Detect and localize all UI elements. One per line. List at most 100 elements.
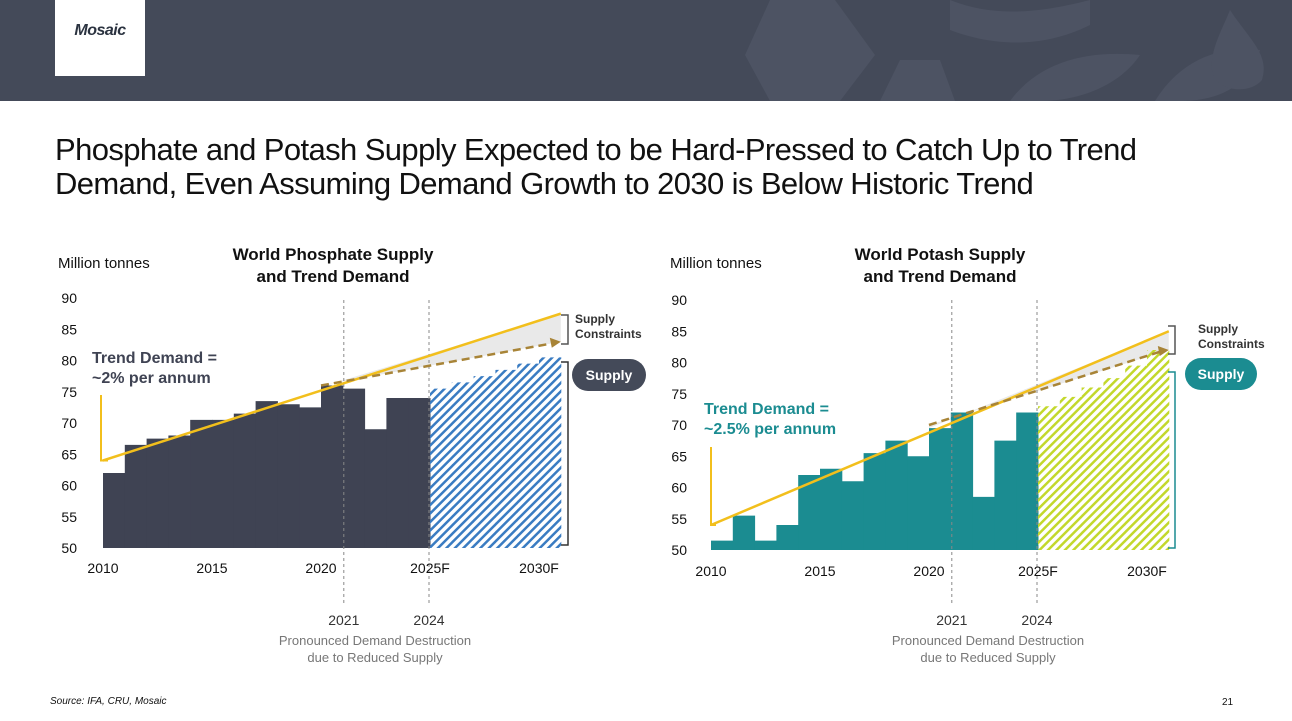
trend-label-line2: ~2% per annum (92, 370, 211, 387)
phosphate-chart: Million tonnes World Phosphate Supply and … (58, 245, 646, 665)
bar-2020 (321, 385, 344, 548)
supply-constraint-gap (321, 313, 561, 388)
dashed-arrowhead (549, 337, 561, 348)
forecast-bar-2026 (451, 382, 475, 548)
header-banner: Mosaic (0, 0, 1292, 101)
y-tick-label: 60 (671, 480, 687, 496)
bar-2014 (190, 419, 213, 548)
trend-callout-connector (100, 395, 108, 462)
forecast-bar-2027 (473, 376, 496, 548)
source-note: Source: IFA, CRU, Mosaic (50, 696, 167, 707)
x-tick-label: 2025F (1018, 563, 1058, 579)
bar-2024 (1016, 412, 1039, 550)
x-tick-label: 2015 (196, 560, 227, 576)
forecast-bar-2029 (1125, 365, 1148, 550)
marker-label-2021: 2021 (328, 612, 359, 628)
supply-forecast-dashed-line (320, 342, 554, 387)
bar-2023 (994, 440, 1017, 550)
forecast-bar-2025 (1038, 406, 1061, 550)
x-tick-label: 2015 (804, 563, 835, 579)
y-tick-label: 80 (61, 353, 77, 369)
bar-2013 (168, 435, 191, 548)
supply-bracket (1168, 371, 1176, 549)
bar-2019 (907, 456, 930, 550)
forecast-bar-2025 (430, 388, 453, 548)
y-tick-label: 70 (671, 417, 687, 433)
marker-label-2024: 2024 (1021, 612, 1052, 628)
bar-2021 (950, 412, 974, 550)
y-tick-label: 50 (671, 542, 687, 558)
logo-container: Mosaic (55, 0, 145, 76)
x-tick-label: 2020 (913, 563, 944, 579)
y-tick-label: 90 (671, 292, 687, 308)
supply-pill (1185, 358, 1257, 390)
bar-2010 (711, 540, 734, 550)
bar-2015 (820, 468, 843, 550)
page-title: Phosphate and Potash Supply Expected to … (55, 132, 1137, 201)
bar-2011 (124, 444, 148, 548)
bar-2013 (776, 525, 799, 550)
chart-title-line2: and Trend Demand (863, 267, 1016, 286)
bar-2014 (798, 475, 821, 550)
bar-2024 (408, 398, 431, 548)
y-tick-label: 80 (671, 355, 687, 371)
supply-constraints-bracket (1168, 325, 1176, 355)
supply-bracket (561, 361, 569, 546)
note-line2: due to Reduced Supply (307, 650, 443, 665)
unit-label: Million tonnes (58, 255, 150, 272)
marker-label-2021: 2021 (936, 612, 967, 628)
page-number: 21 (1222, 697, 1234, 708)
mosaic-logo: Mosaic (74, 22, 126, 39)
x-tick-label: 2030F (1127, 563, 1167, 579)
bar-2012 (146, 438, 169, 548)
trend-demand-line (710, 330, 1170, 527)
y-tick-label: 55 (61, 509, 77, 525)
bar-2016 (233, 413, 257, 548)
supply-forecast-dashed-line (928, 350, 1162, 427)
y-tick-label: 75 (671, 386, 687, 402)
y-tick-label: 65 (61, 446, 77, 462)
bar-2023 (386, 398, 409, 548)
forecast-bar-2029 (517, 363, 540, 548)
bar-2021 (342, 388, 366, 548)
header-decoration (745, 0, 1264, 101)
y-tick-label: 65 (671, 448, 687, 464)
bar-2022 (364, 429, 387, 548)
bar-2011 (732, 515, 756, 550)
forecast-bar-2028 (1103, 378, 1126, 550)
forecast-bar-2026 (1059, 396, 1083, 550)
bar-2022 (972, 496, 995, 550)
y-tick-label: 60 (61, 478, 77, 494)
bar-2019 (299, 407, 322, 548)
supply-label: Supply (1198, 366, 1245, 382)
note-line2: due to Reduced Supply (920, 650, 1056, 665)
bar-2010 (103, 473, 126, 548)
chart-title-line1: World Potash Supply (855, 245, 1026, 264)
dashed-arrowhead (1157, 346, 1169, 356)
supply-constraints-line2: Constraints (1198, 337, 1265, 351)
bar-2017 (255, 401, 278, 548)
trend-label-line1: Trend Demand = (704, 401, 829, 418)
y-tick-label: 50 (61, 540, 77, 556)
trend-label-line1: Trend Demand = (92, 350, 217, 367)
forecast-bar-2028 (495, 369, 518, 548)
supply-constraints-line1: Supply (1198, 322, 1238, 336)
forecast-bar-2030 (539, 357, 562, 548)
bar-2018 (885, 440, 908, 550)
x-tick-label: 2025F (410, 560, 450, 576)
y-tick-label: 85 (61, 321, 77, 337)
x-tick-label: 2010 (695, 563, 726, 579)
supply-pill (572, 359, 646, 391)
potash-chart: Million tonnes World Potash Supply and Tre… (670, 245, 1265, 665)
note-line1: Pronounced Demand Destruction (892, 633, 1084, 648)
chart-title-line1: World Phosphate Supply (233, 245, 434, 264)
bar-2012 (754, 540, 777, 550)
bar-2020 (929, 428, 952, 550)
supply-constraints-line1: Supply (575, 312, 615, 326)
bar-2016 (841, 481, 865, 550)
y-tick-label: 85 (671, 323, 687, 339)
trend-callout-connector (710, 447, 716, 526)
x-tick-label: 2010 (87, 560, 118, 576)
supply-label: Supply (586, 367, 633, 383)
forecast-bar-2030 (1147, 350, 1170, 550)
